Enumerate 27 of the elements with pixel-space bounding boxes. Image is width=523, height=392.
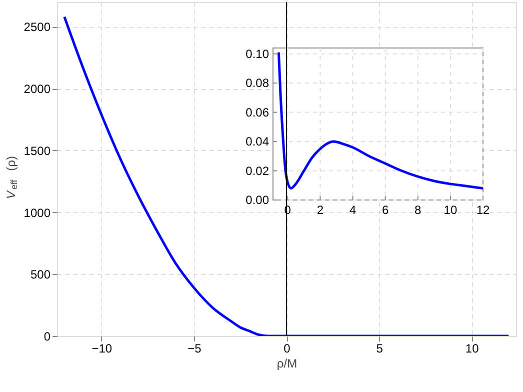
x-tick-label: 2 xyxy=(316,203,324,217)
x-tick-label: −10 xyxy=(92,342,112,356)
x-tick-label: 4 xyxy=(349,203,356,217)
line-series xyxy=(277,51,484,190)
y-tick-label: 2500 xyxy=(24,20,51,34)
x-tick-label: −5 xyxy=(188,342,202,356)
y-tick-label: 500 xyxy=(30,268,51,282)
x-tick-label: 6 xyxy=(382,203,389,217)
x-tick-label: 0 xyxy=(284,342,291,356)
y-tick-label: 0.06 xyxy=(246,105,270,120)
y-tick-label: 0 xyxy=(44,330,51,344)
y-tick-label: 1000 xyxy=(24,206,51,220)
x-tick-label: 5 xyxy=(376,342,384,356)
y-tick-label: 0.04 xyxy=(246,134,270,149)
y-axis-title: Veff(ρ) xyxy=(4,156,19,199)
line-series xyxy=(63,16,510,336)
y-tick-label: 2000 xyxy=(24,82,51,96)
y-tick-label: 0.02 xyxy=(246,164,270,178)
y-tick-label: 1500 xyxy=(24,144,51,158)
y-tick-label: 0.10 xyxy=(246,46,270,61)
x-axis-title: ρ/M xyxy=(276,356,298,370)
y-tick-label: 0.08 xyxy=(246,76,270,90)
x-tick-label: 8 xyxy=(414,203,422,217)
x-tick-label: 10 xyxy=(465,342,480,356)
y-tick-label: 0.00 xyxy=(246,193,270,207)
x-tick-label: 10 xyxy=(444,203,458,217)
x-tick-label: 12 xyxy=(476,203,490,217)
